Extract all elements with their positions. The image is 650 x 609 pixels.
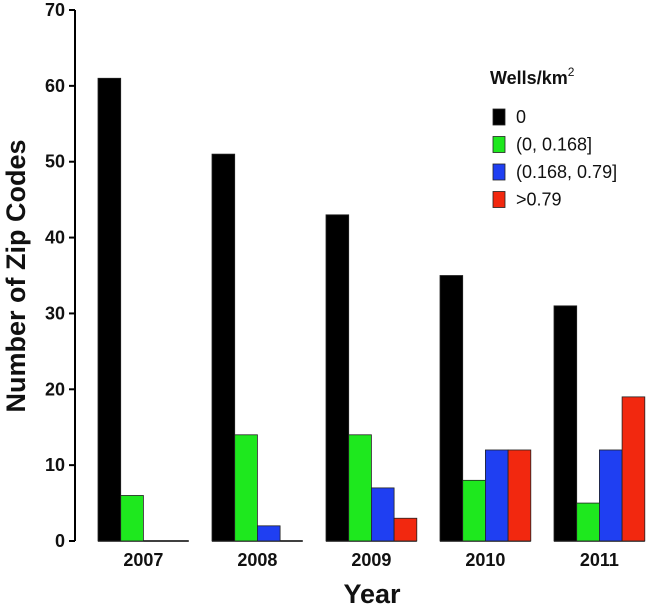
- legend-swatch: [492, 191, 506, 208]
- bar: [97, 77, 122, 542]
- legend-items: 0 (0, 0.168] (0.168, 0.79] >0.79: [492, 107, 617, 210]
- legend-swatch: [492, 163, 506, 181]
- legend-label: 0: [516, 107, 526, 127]
- y-tick-label: 40: [45, 228, 65, 248]
- y-tick-label: 60: [45, 76, 65, 96]
- bar: [234, 434, 258, 542]
- bar: [576, 502, 600, 542]
- bar: [393, 517, 418, 542]
- legend-label: >0.79: [516, 190, 562, 210]
- bar: [348, 434, 372, 542]
- bars: [97, 77, 646, 542]
- bar: [507, 449, 532, 542]
- bar: [439, 275, 464, 542]
- bar: [120, 495, 144, 542]
- x-axis-title: Year: [343, 579, 401, 609]
- legend-swatch: [492, 136, 506, 153]
- y-tick-label: 30: [45, 303, 65, 323]
- legend-label: (0, 0.168]: [516, 135, 592, 155]
- x-tick-label: 2007: [123, 550, 163, 570]
- bar: [484, 449, 509, 542]
- legend-label: (0.168, 0.79]: [516, 162, 617, 182]
- y-tick-label: 70: [45, 0, 65, 20]
- y-tick-label: 0: [55, 531, 65, 551]
- bar: [370, 487, 395, 542]
- y-tick-label: 50: [45, 152, 65, 172]
- y-axis-ticks: 0 10 20 30 40 50 60 70: [45, 0, 75, 551]
- legend: Wells/km2 0 (0, 0.168] (0.168, 0.79] >0.79: [490, 65, 617, 210]
- bar: [621, 396, 646, 542]
- bar: [256, 525, 281, 542]
- y-axis-title: Number of Zip Codes: [1, 139, 31, 412]
- x-axis-tick-labels: 2007 2008 2009 2010 2011: [98, 540, 645, 570]
- legend-title-main: Wells/km: [490, 68, 568, 88]
- bar: [599, 449, 623, 542]
- x-tick-label: 2011: [580, 550, 619, 570]
- bar: [553, 305, 578, 542]
- legend-swatch: [492, 108, 506, 126]
- x-tick-label: 2010: [465, 550, 505, 570]
- y-tick-label: 10: [45, 455, 65, 475]
- bar: [325, 214, 350, 542]
- y-tick-label: 20: [45, 379, 65, 399]
- legend-title: Wells/km2: [490, 65, 575, 88]
- legend-title-superscript: 2: [568, 65, 575, 79]
- x-tick-label: 2008: [237, 550, 277, 570]
- bar: [211, 153, 236, 542]
- x-tick-label: 2009: [351, 550, 391, 570]
- bar: [462, 479, 486, 542]
